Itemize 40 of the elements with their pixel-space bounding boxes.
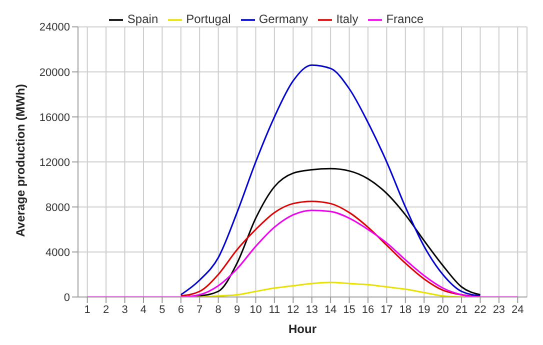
x-axis-title: Hour (288, 322, 317, 336)
y-tick-label: 0 (64, 292, 70, 304)
x-tick-label: 15 (343, 304, 356, 316)
x-tick-label: 18 (399, 304, 412, 316)
x-tick-label: 20 (436, 304, 449, 316)
x-tick-label: 24 (512, 304, 524, 316)
y-tick-label: 12000 (39, 156, 70, 169)
x-tick-label: 13 (306, 304, 318, 316)
x-tick-label: 10 (250, 304, 262, 316)
x-tick-label: 6 (178, 304, 184, 316)
line-series (180, 200, 481, 297)
legend-label: France (386, 12, 424, 26)
y-tick-label: 24000 (39, 22, 70, 34)
x-tick-label: 9 (234, 304, 240, 316)
x-tick-label: 19 (418, 304, 430, 316)
x-tick-label: 7 (196, 304, 203, 316)
x-tick-label: 14 (324, 304, 337, 316)
x-tick-label: 1 (84, 304, 90, 316)
x-tick-label: 16 (362, 304, 374, 316)
x-tick-label: 2 (103, 304, 110, 316)
y-axis-title: Average production (MWh) (13, 84, 28, 237)
y-tick-label: 8000 (46, 202, 70, 214)
y-tick-label: 4000 (46, 246, 70, 259)
y-tick-label: 16000 (39, 112, 70, 124)
line-series (180, 64, 481, 297)
x-tick-label: 8 (215, 304, 222, 316)
x-tick-label: 21 (455, 304, 468, 316)
x-tick-label: 12 (287, 304, 300, 316)
x-tick-label: 3 (122, 304, 128, 316)
x-tick-label: 23 (492, 304, 506, 316)
x-tick-label: 17 (380, 304, 393, 316)
legend-label: Portugal (186, 12, 231, 26)
legend-label: Spain (127, 12, 158, 26)
x-tick-label: 22 (474, 304, 486, 316)
x-tick-label: 4 (140, 304, 147, 316)
legend-label: Italy (336, 12, 358, 26)
y-tick-label: 20000 (39, 66, 70, 79)
x-tick-label: 11 (268, 304, 280, 316)
x-tick-label: 5 (159, 304, 166, 316)
legend-label: Germany (258, 12, 308, 26)
